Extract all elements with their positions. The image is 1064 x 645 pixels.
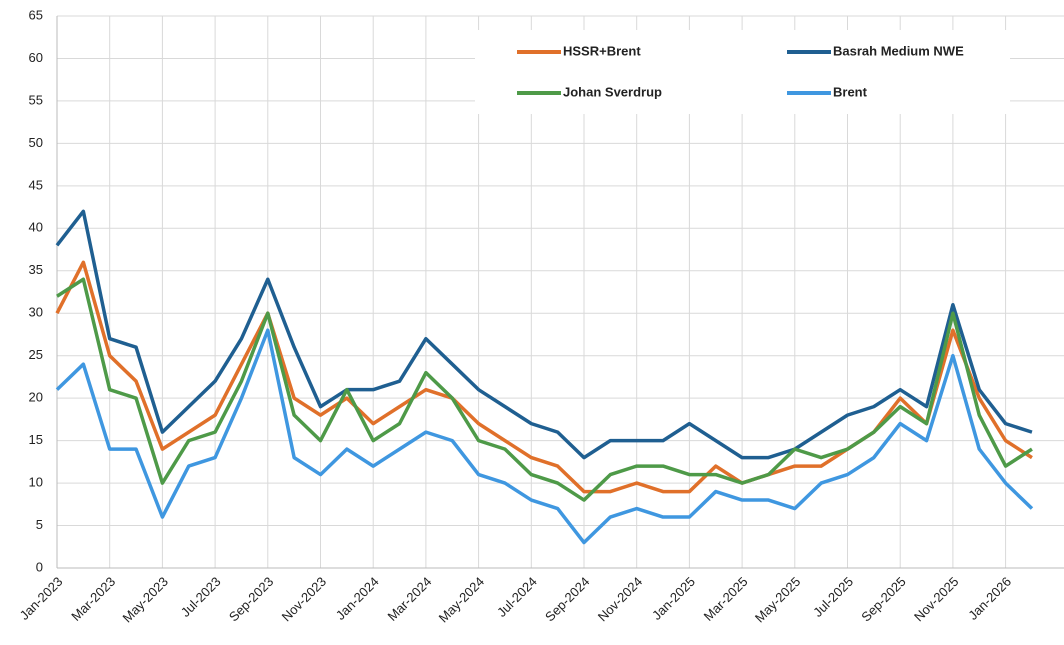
x-tick-label: Jan-2024 [333,574,382,623]
x-tick-label: Sep-2023 [226,574,276,624]
y-tick-label: 40 [29,220,43,235]
x-tick-label: Jul-2023 [178,574,224,620]
x-tick-label: Nov-2025 [911,574,961,624]
x-tick-label: Jan-2023 [17,574,66,623]
x-tick-label: Jul-2025 [810,574,856,620]
legend-label: Johan Sverdrup [563,84,662,99]
y-tick-label: 25 [29,347,43,362]
y-tick-label: 20 [29,390,43,405]
y-tick-label: 50 [29,135,43,150]
x-tick-label: Nov-2023 [279,574,329,624]
y-tick-label: 45 [29,177,43,192]
x-tick-label: Jan-2025 [649,574,698,623]
x-tick-label: Mar-2025 [701,574,751,624]
y-tick-label: 15 [29,432,43,447]
series-line [55,260,1033,494]
y-tick-label: 10 [29,475,43,490]
series-line [55,328,1034,545]
y-tick-label: 35 [29,262,43,277]
legend-label: Basrah Medium NWE [833,43,964,58]
x-tick-label: Mar-2023 [68,574,118,624]
y-tick-label: 30 [29,305,43,320]
x-tick-label: May-2024 [436,574,487,625]
y-tick-label: 5 [36,517,43,532]
x-tick-label: Sep-2025 [858,574,908,624]
y-tick-label: 65 [29,7,43,22]
series-line [56,277,1033,502]
x-tick-label: May-2025 [752,574,803,625]
x-tick-label: Sep-2024 [542,574,592,624]
x-tick-label: Mar-2024 [385,574,435,624]
x-tick-label: May-2023 [119,574,170,625]
series-line [55,209,1033,460]
y-tick-label: 60 [29,50,43,65]
legend-box [475,30,1010,114]
y-tick-label: 0 [36,559,43,574]
legend-label: HSSR+Brent [563,43,641,58]
x-tick-label: Jul-2024 [494,574,540,620]
x-tick-label: Jan-2026 [965,574,1014,623]
x-tick-label: Nov-2024 [595,574,645,624]
y-tick-label: 55 [29,92,43,107]
legend: HSSR+Brent Basrah Medium NWE Johan Sverdru… [475,30,1010,114]
legend-label: Brent [833,84,868,99]
